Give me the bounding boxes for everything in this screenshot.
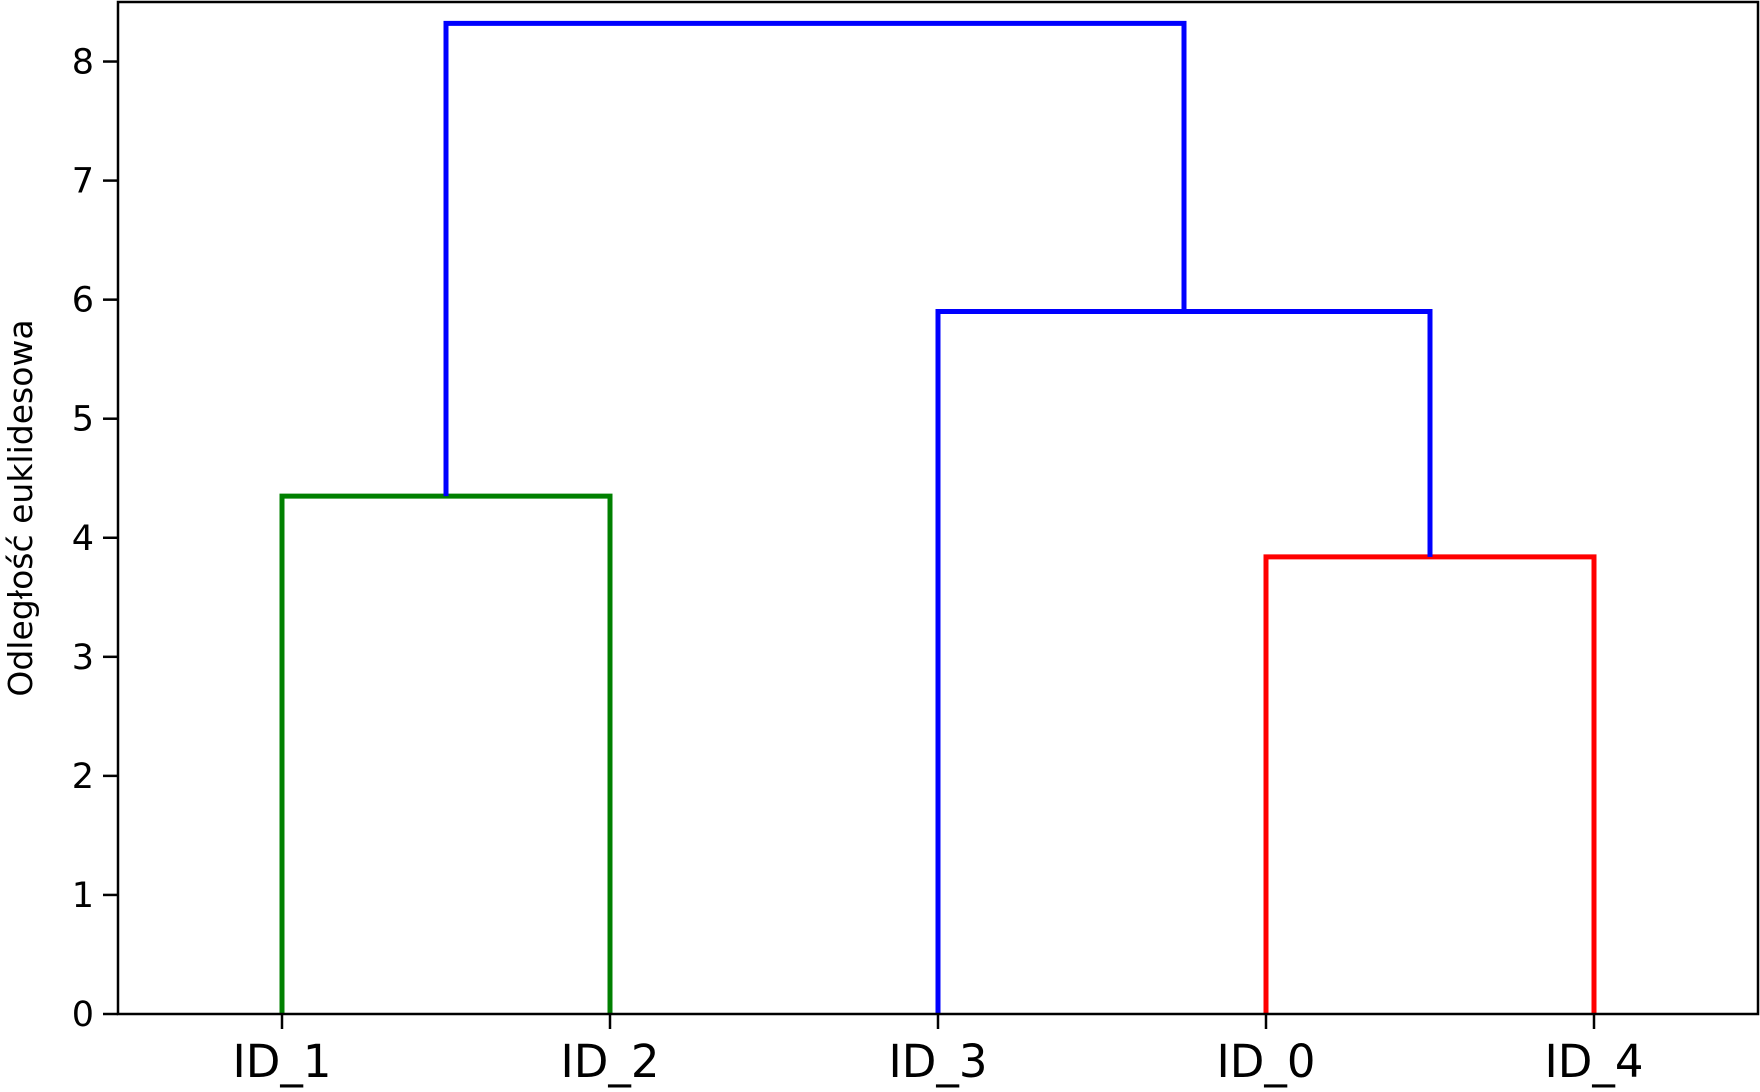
dendrogram-link xyxy=(1263,554,1597,1014)
y-tick-label: 7 xyxy=(72,162,94,202)
y-tick-label: 0 xyxy=(72,995,94,1035)
x-tick-label: ID_3 xyxy=(888,1035,987,1088)
y-axis-label: Odległość euklidesowa xyxy=(1,319,40,696)
y-tick-label: 4 xyxy=(72,519,94,559)
x-axis: ID_1 ID_2 ID_3 ID_0 ID_4 xyxy=(232,1014,1644,1088)
dendrogram-link xyxy=(935,309,1433,1014)
dendrogram-link xyxy=(279,493,613,1014)
y-tick-label: 1 xyxy=(72,876,94,916)
y-tick-label: 2 xyxy=(72,757,94,797)
x-tick-label: ID_4 xyxy=(1544,1035,1643,1088)
dendrogram-links xyxy=(279,20,1597,1014)
x-tick-label: ID_1 xyxy=(232,1035,331,1088)
y-axis: 0 1 2 3 4 5 6 7 8 xyxy=(72,43,118,1035)
y-tick-label: 3 xyxy=(72,638,94,678)
x-tick-label: ID_2 xyxy=(560,1035,659,1088)
dendrogram-link xyxy=(443,20,1187,497)
y-tick-label: 6 xyxy=(72,281,94,321)
y-tick-label: 5 xyxy=(72,400,94,440)
y-tick-label: 8 xyxy=(72,43,94,83)
x-tick-label: ID_0 xyxy=(1216,1035,1315,1088)
